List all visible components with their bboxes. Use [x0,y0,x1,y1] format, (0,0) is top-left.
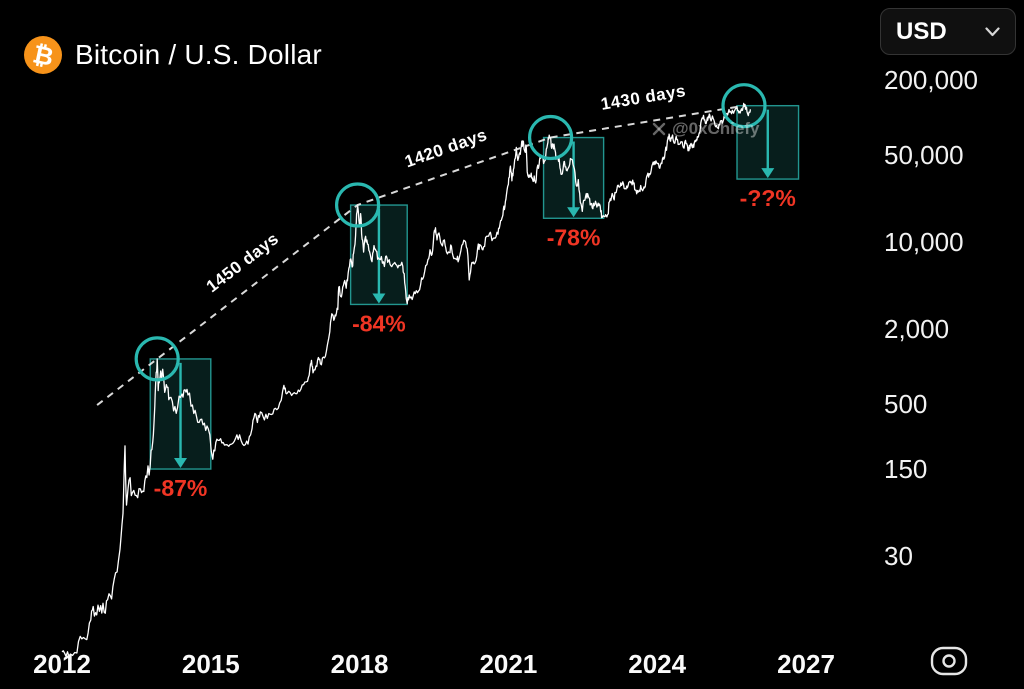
x-tick-label[interactable]: 2021 [479,649,537,679]
x-tick-label[interactable]: 2012 [33,649,91,679]
x-logo-icon [652,122,666,136]
drawdown-label: -84% [352,310,406,336]
peak-circle [335,182,381,228]
price-line [61,102,752,658]
y-tick-label[interactable]: 500 [884,389,927,419]
y-tick-label[interactable]: 200,000 [884,65,978,95]
drawdown-label: -??% [740,185,796,211]
y-tick-label[interactable]: 2,000 [884,314,949,344]
x-tick-label[interactable]: 2027 [777,649,835,679]
bitcoin-glyph: ₿ [30,38,56,72]
interval-label: 1450 days [203,229,283,296]
peak-circle [527,114,574,161]
symbol-header: ₿ Bitcoin / U.S. Dollar [24,36,322,74]
drawdown-arrowhead-icon [761,168,775,179]
drawdown-label: -78% [547,224,601,250]
currency-selector-label: USD [896,17,947,45]
drawdown-arrowhead-icon [567,207,581,218]
x-tick-label[interactable]: 2024 [628,649,686,679]
bitcoin-logo-icon: ₿ [24,36,62,74]
drawdown-label: -87% [154,475,208,501]
x-tick-label[interactable]: 2018 [331,649,389,679]
watermark-handle: @0xChiefy [672,119,760,138]
watermark: @0xChiefy [652,119,759,139]
y-tick-label[interactable]: 10,000 [884,227,964,257]
interval-label: 1420 days [402,125,489,171]
y-tick-label[interactable]: 150 [884,454,927,484]
symbol-title: Bitcoin / U.S. Dollar [75,39,322,70]
currency-selector[interactable]: USD [880,8,1016,55]
y-tick-label[interactable]: 30 [884,541,913,571]
chart-settings-button[interactable] [924,640,974,685]
y-tick-label[interactable]: 50,000 [884,140,964,170]
drawdown-arrowhead-icon [174,458,188,469]
peak-circle [134,336,180,382]
cycle-trendline [96,104,745,406]
peak-circle [721,83,767,129]
chevron-down-icon [985,26,1000,36]
drawdown-arrowhead-icon [372,293,386,304]
chart-settings-icon [930,646,968,676]
interval-label: 1430 days [599,81,687,114]
x-tick-label[interactable]: 2015 [182,649,240,679]
